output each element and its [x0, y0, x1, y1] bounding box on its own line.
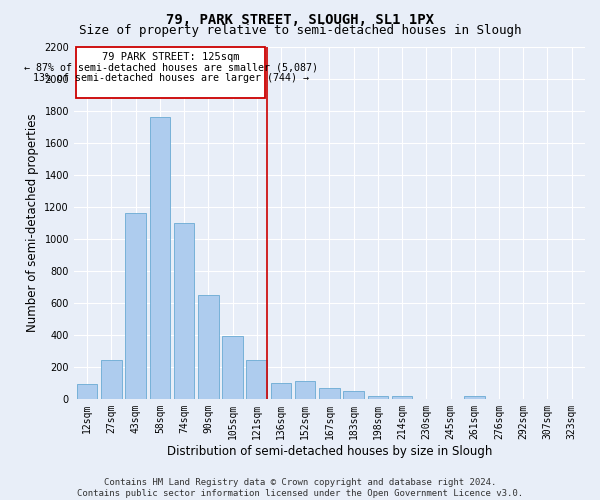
Bar	[125, 213, 146, 399]
Bar	[319, 388, 340, 399]
FancyBboxPatch shape	[76, 46, 265, 98]
Bar	[174, 222, 194, 399]
Bar	[222, 336, 243, 399]
Y-axis label: Number of semi-detached properties: Number of semi-detached properties	[26, 114, 38, 332]
Bar	[101, 360, 122, 399]
Bar	[295, 381, 316, 399]
Bar	[368, 396, 388, 399]
Text: Size of property relative to semi-detached houses in Slough: Size of property relative to semi-detach…	[79, 24, 521, 37]
Text: 79 PARK STREET: 125sqm: 79 PARK STREET: 125sqm	[102, 52, 239, 62]
Bar	[198, 294, 218, 399]
Bar	[77, 384, 97, 399]
Text: 13% of semi-detached houses are larger (744) →: 13% of semi-detached houses are larger (…	[33, 73, 309, 83]
Bar	[247, 360, 267, 399]
Text: 79, PARK STREET, SLOUGH, SL1 1PX: 79, PARK STREET, SLOUGH, SL1 1PX	[166, 12, 434, 26]
Text: ← 87% of semi-detached houses are smaller (5,087): ← 87% of semi-detached houses are smalle…	[24, 62, 318, 72]
Bar	[149, 117, 170, 399]
Bar	[343, 391, 364, 399]
Bar	[392, 396, 412, 399]
Bar	[464, 396, 485, 399]
Text: Contains HM Land Registry data © Crown copyright and database right 2024.
Contai: Contains HM Land Registry data © Crown c…	[77, 478, 523, 498]
X-axis label: Distribution of semi-detached houses by size in Slough: Distribution of semi-detached houses by …	[167, 444, 492, 458]
Bar	[271, 383, 291, 399]
